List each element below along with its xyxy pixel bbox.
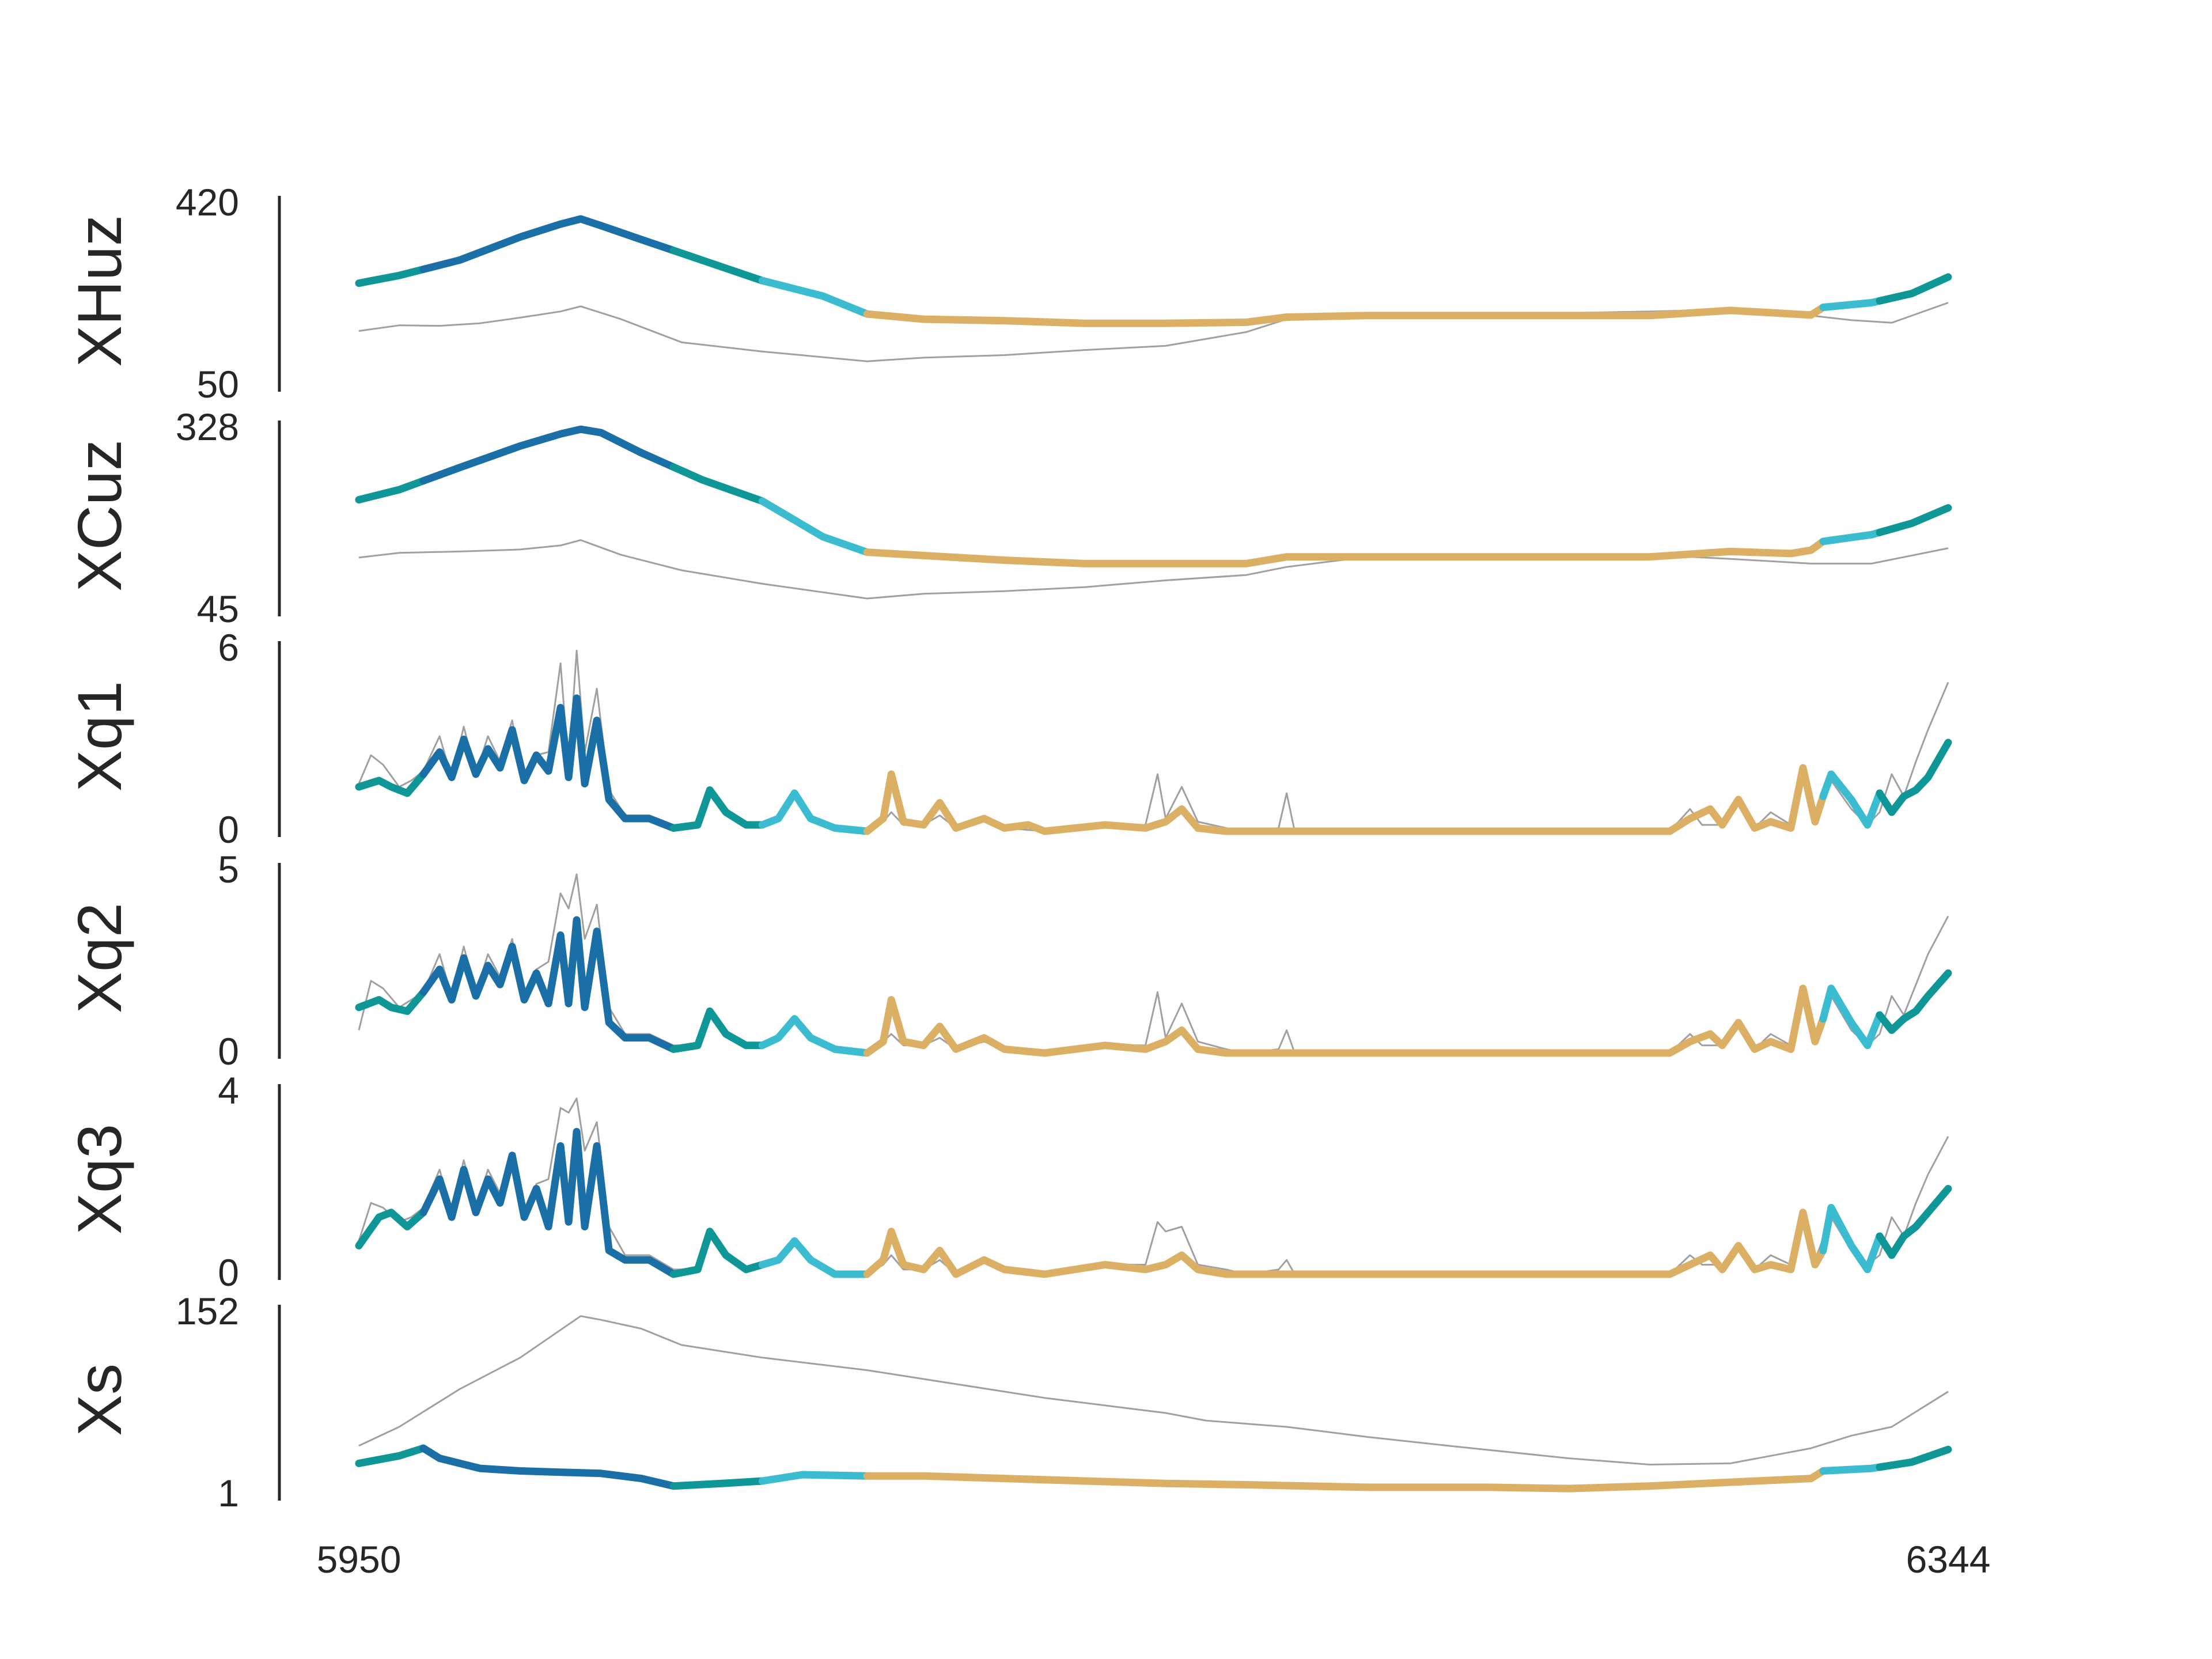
main-series-segment-6: [1819, 984, 1884, 1050]
panel-label: XCuz: [65, 440, 134, 592]
main-series-segment-3: [669, 1477, 766, 1490]
panel-xhuz: 420 50 XHuz: [65, 181, 1952, 406]
main-series-segment-3: [669, 463, 766, 505]
y-tick-label-min: 1: [218, 1472, 239, 1514]
reference-line: [358, 1315, 1949, 1465]
y-tick-label-min: 45: [197, 588, 239, 630]
panel-xcuz: 328 45 XCuz: [65, 406, 1952, 630]
main-series-segment-4: [758, 1015, 871, 1057]
y-tick-label-min: 0: [218, 808, 239, 851]
main-series-segment-5: [863, 1467, 1827, 1493]
panel-xq1: 6 0 Xq1: [65, 626, 1952, 851]
main-series-segment-2: [419, 694, 677, 832]
main-series-segment-2: [419, 916, 677, 1053]
panel-xq2: 5 0 Xq2: [65, 848, 1952, 1073]
y-tick-label-max: 152: [176, 1290, 239, 1332]
main-series-segment-7: [1876, 738, 1952, 816]
y-tick-label-max: 4: [218, 1069, 239, 1112]
y-tick-label-max: 6: [218, 626, 239, 669]
main-series-segment-3: [669, 1007, 766, 1053]
main-series-segment-4: [758, 497, 871, 556]
main-series-segment-4: [758, 789, 871, 835]
main-series-segment-2: [419, 425, 677, 485]
main-series-segment-2: [419, 215, 677, 273]
main-series-segment-6: [1819, 770, 1884, 829]
y-tick-label-min: 50: [197, 363, 239, 406]
main-series-segment-1: [355, 770, 427, 797]
main-series-segment-7: [1876, 273, 1952, 305]
main-series-segment-7: [1876, 969, 1952, 1034]
panel-xs: 152 1 Xs: [65, 1290, 1952, 1514]
y-tick-label-max: 328: [176, 406, 239, 448]
main-series-segment-2: [419, 1444, 677, 1490]
y-tick-label-max: 420: [176, 181, 239, 224]
panel-label: Xq3: [65, 1124, 134, 1234]
main-series-segment-7: [1876, 1185, 1952, 1259]
y-tick-label-min: 0: [218, 1251, 239, 1294]
panel-label: Xs: [65, 1363, 134, 1436]
main-series-segment-4: [758, 1471, 871, 1485]
main-series-segment-2: [419, 1128, 677, 1278]
main-series-segment-6: [1819, 1204, 1884, 1274]
main-series-segment-5: [863, 304, 1827, 327]
main-series-segment-1: [355, 1444, 427, 1467]
main-series-segment-5: [863, 984, 1827, 1057]
main-series-segment-1: [355, 988, 427, 1015]
main-series-segment-3: [669, 786, 766, 832]
main-series-segment-3: [669, 247, 766, 285]
main-series-segment-4: [758, 276, 871, 318]
x-tick-label-end: 6344: [1906, 1538, 1991, 1581]
main-series-segment-5: [863, 764, 1827, 835]
y-tick-label-max: 5: [218, 848, 239, 891]
main-series-segment-1: [355, 1209, 427, 1249]
main-series-segment-3: [669, 1228, 766, 1278]
panel-label: Xq2: [65, 903, 134, 1013]
main-series-segment-5: [863, 1209, 1827, 1278]
panel-xq3: 4 0 Xq3: [65, 1069, 1952, 1294]
main-series-segment-7: [1876, 1445, 1952, 1471]
x-tick-label-start: 5950: [317, 1538, 402, 1581]
x-axis: 5950 6344: [317, 1538, 1991, 1581]
main-series-segment-1: [355, 477, 427, 504]
y-tick-label-min: 0: [218, 1030, 239, 1073]
main-series-segment-7: [1876, 504, 1952, 536]
main-series-segment-4: [758, 1237, 871, 1278]
panel-label: XHuz: [65, 215, 134, 367]
panel-label: Xq1: [65, 681, 134, 791]
main-series-segment-1: [355, 266, 427, 287]
main-series-segment-5: [863, 537, 1827, 567]
main-series-segment-6: [1819, 1463, 1884, 1475]
